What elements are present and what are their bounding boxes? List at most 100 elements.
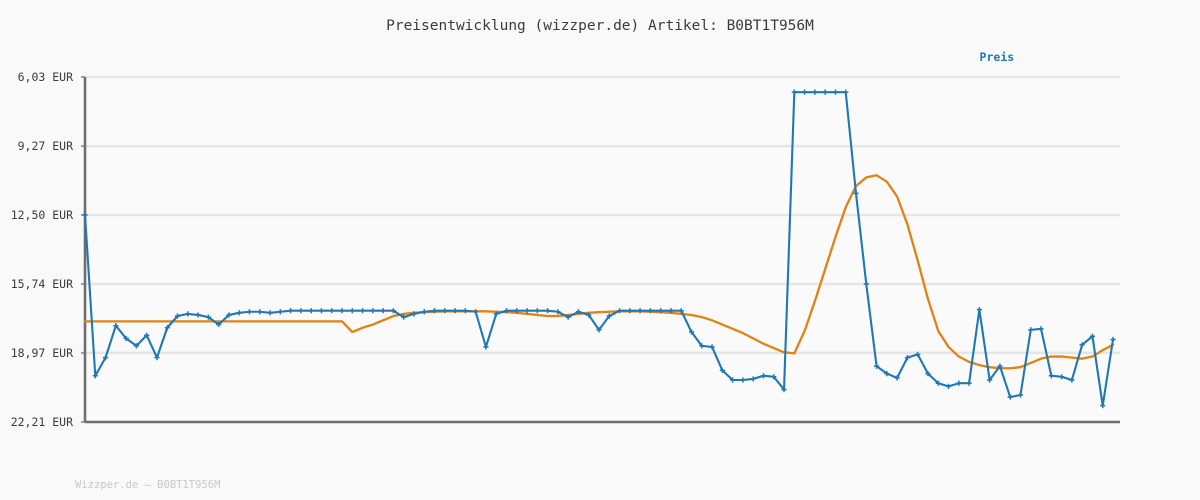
- data-point-marker: [267, 310, 273, 316]
- data-point-marker: [288, 308, 294, 314]
- data-point-marker: [873, 363, 880, 369]
- data-point-marker: [205, 314, 211, 320]
- data-point-marker: [545, 308, 551, 314]
- data-point-marker: [421, 309, 427, 315]
- data-point-marker: [195, 312, 201, 318]
- data-point-marker: [524, 308, 530, 314]
- data-point-marker: [760, 373, 767, 379]
- data-point-marker: [832, 89, 839, 95]
- data-point-marker: [339, 308, 345, 314]
- data-point-marker: [257, 309, 263, 315]
- data-point-marker: [1110, 336, 1116, 343]
- data-point-marker: [915, 351, 921, 358]
- data-point-marker: [1028, 327, 1034, 333]
- chart-title: Preisentwicklung (wizzper.de) Artikel: B…: [386, 18, 814, 34]
- data-point-marker: [298, 308, 304, 314]
- data-point-marker: [688, 329, 695, 335]
- data-point-marker: [370, 308, 376, 314]
- data-point-marker: [349, 308, 355, 314]
- data-point-marker: [113, 323, 119, 329]
- y-axis-tick-label: 12,50 EUR: [10, 207, 73, 222]
- series-line-trend: [83, 174, 1115, 370]
- data-point-marker: [493, 311, 499, 317]
- data-point-marker: [822, 89, 828, 95]
- data-point-marker: [82, 212, 88, 218]
- data-point-marker: [226, 312, 232, 318]
- data-point-marker: [236, 310, 242, 316]
- data-point-marker: [987, 377, 993, 383]
- gridlines: [81, 75, 1120, 423]
- data-point-marker: [431, 308, 438, 314]
- data-point-marker: [802, 89, 808, 95]
- data-point-marker: [514, 308, 520, 314]
- data-point-marker: [966, 380, 972, 386]
- legend-item-preis[interactable]: Preis: [938, 38, 1015, 77]
- data-point-marker: [658, 308, 664, 314]
- data-point-marker: [730, 377, 736, 383]
- data-point-marker: [678, 308, 684, 314]
- data-point-marker: [997, 363, 1003, 369]
- data-point-marker: [853, 190, 859, 197]
- data-point-marker: [956, 380, 962, 386]
- data-point-marker: [565, 314, 571, 320]
- data-point-marker: [318, 308, 325, 314]
- data-point-marker: [945, 383, 952, 389]
- data-point-marker: [863, 281, 869, 287]
- data-point-marker: [771, 374, 777, 380]
- data-point-marker: [401, 314, 407, 320]
- data-point-marker: [174, 313, 181, 319]
- data-point-marker: [359, 308, 366, 314]
- data-point-marker: [534, 308, 540, 314]
- data-point-marker: [277, 309, 283, 315]
- data-point-marker: [380, 308, 386, 314]
- y-axis-tick-label: 15,74 EUR: [10, 277, 73, 292]
- data-point-marker: [411, 311, 417, 317]
- data-point-marker: [904, 355, 910, 361]
- data-point-marker: [1038, 326, 1044, 332]
- data-point-marker: [719, 367, 725, 373]
- data-point-marker: [925, 370, 931, 377]
- data-point-marker: [390, 308, 396, 314]
- data-point-marker: [462, 308, 468, 314]
- data-series-layer: [82, 89, 1116, 409]
- data-point-marker: [92, 373, 98, 379]
- data-point-marker: [452, 308, 458, 314]
- data-point-marker: [586, 312, 592, 318]
- data-point-marker: [1007, 394, 1013, 400]
- data-point-marker: [102, 355, 109, 361]
- data-point-marker: [709, 344, 715, 350]
- data-point-marker: [791, 89, 797, 95]
- data-point-marker: [1079, 342, 1085, 348]
- plot-background: [85, 77, 1120, 422]
- data-point-marker: [1089, 333, 1096, 339]
- data-point-marker: [637, 308, 643, 314]
- data-point-marker: [781, 386, 787, 393]
- data-point-marker: [246, 309, 253, 315]
- y-axis-tick-label: 6,03 EUR: [17, 70, 73, 84]
- data-point-marker: [1100, 402, 1106, 409]
- data-point-marker: [894, 375, 900, 381]
- data-point-marker: [164, 325, 170, 331]
- legend-label-preis: Preis: [979, 50, 1015, 64]
- data-point-marker: [1017, 392, 1024, 398]
- data-point-marker: [133, 343, 139, 349]
- watermark-text: Wizzper.de — B0BT1T956M: [75, 479, 221, 491]
- data-point-marker: [216, 321, 222, 328]
- data-point-marker: [555, 309, 561, 315]
- data-point-marker: [699, 343, 705, 349]
- data-point-marker: [606, 313, 612, 319]
- data-point-marker: [308, 308, 314, 314]
- y-axis-tick-label: 18,97 EUR: [10, 345, 73, 360]
- data-point-marker: [123, 335, 129, 342]
- y-axis-tick-label: 9,27 EUR: [17, 139, 73, 154]
- data-point-marker: [154, 355, 160, 361]
- data-point-marker: [668, 308, 674, 314]
- data-point-marker: [812, 89, 818, 95]
- data-point-marker: [740, 377, 746, 383]
- data-point-marker: [647, 308, 653, 314]
- data-point-marker: [1059, 374, 1065, 380]
- data-point-marker: [503, 308, 510, 314]
- axis-spines: [83, 77, 1120, 424]
